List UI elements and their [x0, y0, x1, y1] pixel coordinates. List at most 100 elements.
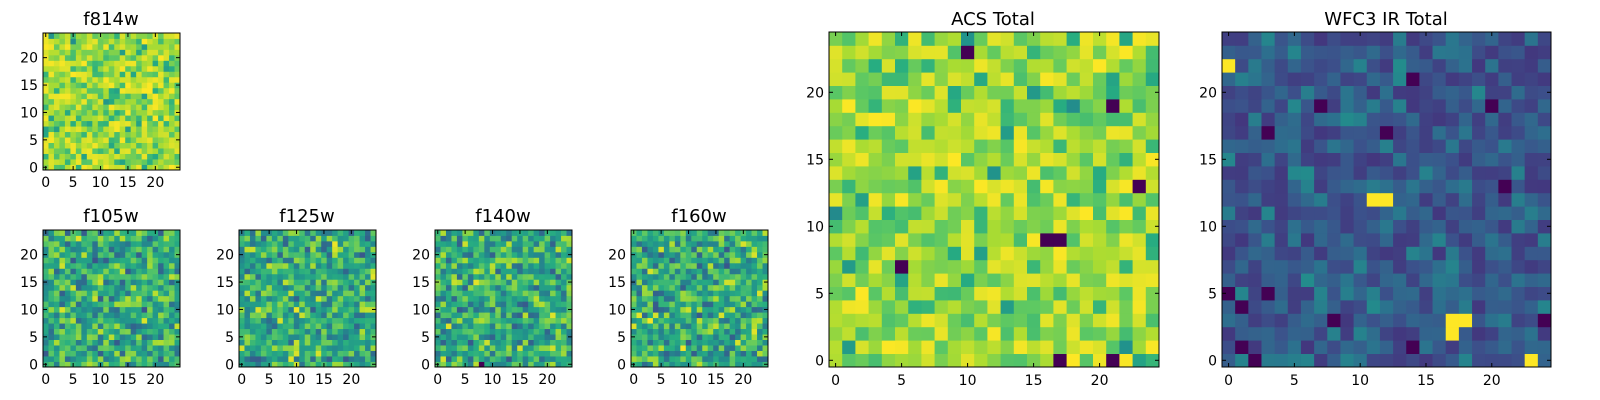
heatmap-cell [108, 328, 115, 335]
heatmap-cell [1119, 300, 1133, 314]
heatmap-cell [354, 290, 360, 297]
heatmap-cell [528, 306, 535, 313]
heatmap-cell [321, 240, 328, 247]
heatmap-cell [762, 262, 769, 269]
heatmap-cell [718, 284, 725, 291]
heatmap-cell [445, 328, 452, 335]
heatmap-cell [724, 350, 731, 357]
heatmap-cell [125, 71, 132, 78]
heatmap-cell [533, 301, 540, 308]
heatmap-cell [370, 246, 377, 253]
heatmap-cell [533, 328, 540, 335]
heatmap-cell [908, 32, 922, 46]
heatmap-cell [713, 301, 720, 308]
heatmap-cell [1248, 166, 1262, 180]
heatmap-cell [1498, 273, 1512, 287]
y-tick-label: 15 [412, 275, 430, 291]
heatmap-cell [125, 54, 132, 61]
heatmap-cell [1066, 340, 1081, 354]
heatmap-cell [1445, 340, 1460, 354]
heatmap-cell [1235, 219, 1249, 234]
heatmap-cell [169, 137, 175, 143]
heatmap-cell [500, 240, 507, 247]
heatmap-cell [1485, 300, 1499, 314]
heatmap-cell [174, 159, 181, 165]
heatmap-cell [1000, 273, 1015, 287]
heatmap-cell [163, 284, 170, 291]
heatmap-cell [669, 279, 676, 286]
heatmap-cell [1066, 273, 1081, 287]
heatmap-cell [669, 350, 676, 357]
heatmap-cell [445, 246, 452, 253]
heatmap-cell [130, 356, 137, 362]
heatmap-cell [1314, 112, 1328, 127]
heatmap-cell [533, 361, 540, 368]
heatmap-cell [961, 340, 975, 354]
heatmap-cell [1353, 112, 1368, 127]
heatmap-cell [680, 279, 687, 286]
x-tick-label: 10 [484, 372, 502, 388]
heatmap-cell [881, 300, 896, 314]
heatmap-cell [75, 339, 82, 346]
heatmap-cell [119, 104, 126, 111]
heatmap-cell [86, 339, 93, 346]
heatmap-cell [1419, 85, 1433, 100]
heatmap-cell [337, 240, 344, 247]
heatmap-cell [119, 257, 126, 264]
heatmap-cell [539, 235, 545, 242]
heatmap-cell [440, 235, 447, 242]
heatmap-cell [141, 317, 148, 324]
heatmap-cell [239, 273, 245, 280]
heatmap-cell [244, 235, 251, 242]
heatmap-cell [533, 235, 540, 242]
heatmap-cell [484, 273, 491, 280]
heatmap-cell [757, 262, 763, 269]
heatmap-cell [511, 345, 518, 351]
heatmap-cell [746, 345, 752, 351]
heatmap-cell [522, 339, 529, 346]
heatmap-cell [544, 301, 551, 308]
heatmap-cell [500, 361, 507, 368]
heatmap-cell [244, 246, 251, 253]
heatmap-cell [293, 323, 300, 330]
heatmap-cell [277, 301, 284, 308]
heatmap-cell [539, 257, 545, 264]
heatmap-cell [435, 356, 441, 362]
heatmap-cell [1027, 32, 1041, 46]
heatmap-cell [669, 312, 676, 319]
heatmap-cell [685, 312, 692, 319]
heatmap-cell [1445, 326, 1460, 341]
heatmap-cell [244, 257, 251, 264]
heatmap-cell [1222, 72, 1236, 86]
heatmap-cell [751, 262, 758, 269]
y-tick-label: 20 [1199, 86, 1217, 102]
heatmap-cell [652, 284, 659, 291]
heatmap-cell [895, 58, 909, 73]
heatmap-cell [1013, 58, 1028, 73]
heatmap-cell [97, 240, 104, 247]
heatmap-cell [103, 159, 110, 165]
heatmap-cell [86, 142, 93, 149]
heatmap-cell [669, 235, 676, 242]
heatmap-cell [288, 251, 295, 258]
heatmap-cell [647, 361, 654, 368]
heatmap-cell [1366, 139, 1381, 153]
heatmap-cell [908, 179, 922, 194]
heatmap-cell [174, 350, 181, 357]
heatmap-cell [1145, 246, 1160, 261]
heatmap-cell [86, 54, 93, 61]
heatmap-cell [266, 262, 273, 269]
heatmap-cell [103, 284, 110, 291]
heatmap-cell [304, 251, 311, 258]
heatmap-cell [282, 268, 289, 275]
heatmap-cell [740, 295, 747, 302]
heatmap-cell [1366, 219, 1381, 234]
heatmap-cell [1406, 246, 1420, 261]
heatmap-cell [136, 306, 143, 313]
heatmap-cell [169, 120, 175, 127]
heatmap-cell [1261, 206, 1276, 220]
heatmap-cell [707, 295, 714, 302]
heatmap-cell [669, 268, 676, 275]
heatmap-cell [169, 361, 175, 368]
heatmap-cell [125, 148, 132, 154]
